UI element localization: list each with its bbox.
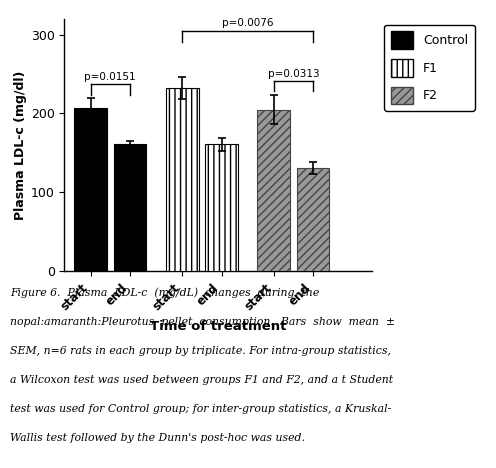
Bar (114, 144, 146, 271)
Text: p=0.0151: p=0.0151 (84, 72, 136, 82)
Bar (297, 168, 329, 271)
Text: p=0.0076: p=0.0076 (222, 18, 273, 28)
Bar (166, 88, 198, 271)
Y-axis label: Plasma LDL-c (mg/dl): Plasma LDL-c (mg/dl) (14, 70, 27, 220)
Text: p=0.0313: p=0.0313 (268, 69, 319, 79)
Text: Wallis test followed by the Dunn's post-hoc was used.: Wallis test followed by the Dunn's post-… (10, 433, 305, 443)
Bar (74, 108, 107, 271)
Text: Figure 6.  Plasma  LDL-c  (mg/dL)  changes  during  the: Figure 6. Plasma LDL-c (mg/dL) changes d… (10, 288, 319, 299)
X-axis label: Time of treatment: Time of treatment (150, 320, 286, 333)
Bar (205, 144, 238, 271)
Text: nopal:amaranth:Pleurotus  pellet  consumption.  Bars  show  mean  ±: nopal:amaranth:Pleurotus pellet consumpt… (10, 317, 395, 327)
Text: SEM, n=6 rats in each group by triplicate. For intra-group statistics,: SEM, n=6 rats in each group by triplicat… (10, 346, 391, 356)
Bar (257, 110, 290, 271)
Text: a Wilcoxon test was used between groups F1 and F2, and a t Student: a Wilcoxon test was used between groups … (10, 375, 393, 385)
Text: test was used for Control group; for inter-group statistics, a Kruskal-: test was used for Control group; for int… (10, 404, 391, 414)
Legend: Control, F1, F2: Control, F1, F2 (384, 25, 475, 110)
